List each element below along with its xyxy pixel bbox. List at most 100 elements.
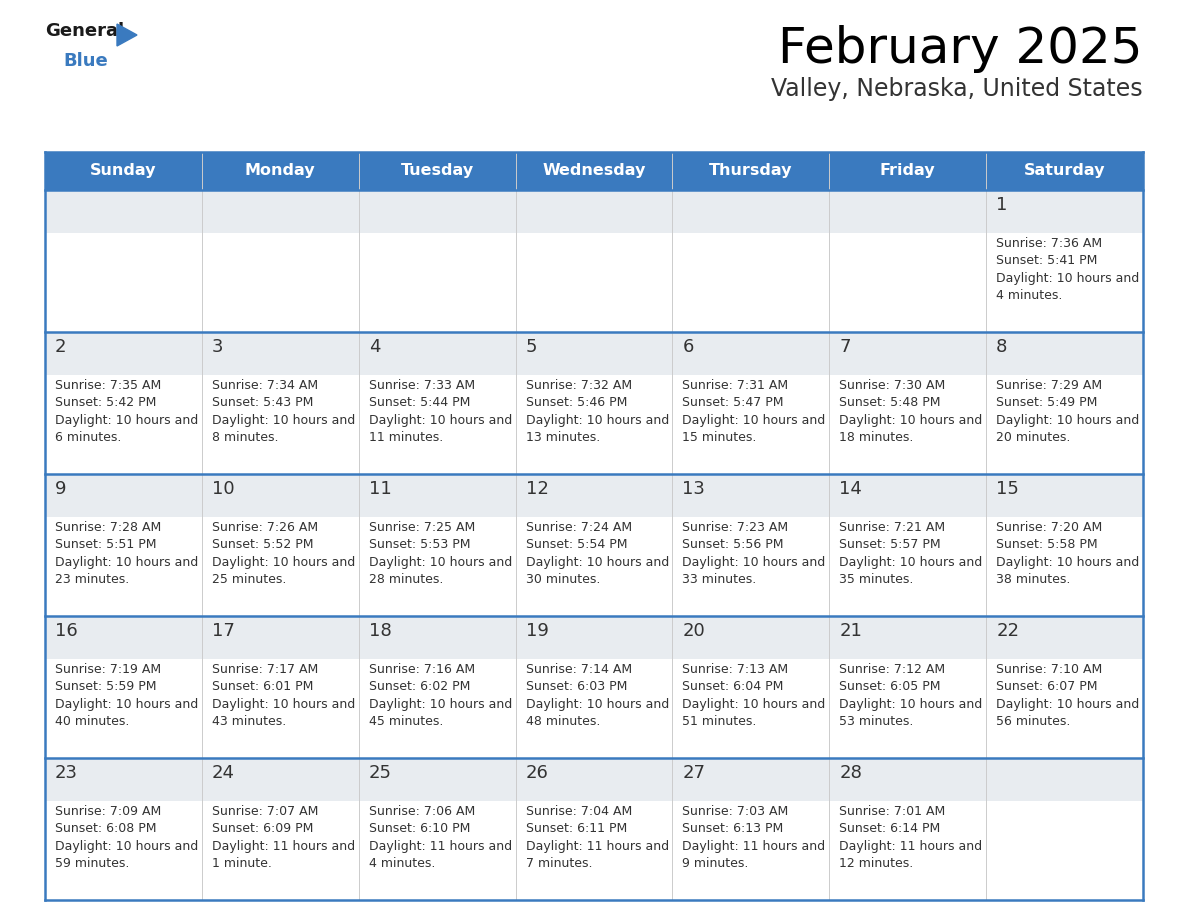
Text: 53 minutes.: 53 minutes. xyxy=(839,715,914,728)
Text: Daylight: 10 hours and: Daylight: 10 hours and xyxy=(839,555,982,568)
Text: Sunrise: 7:23 AM: Sunrise: 7:23 AM xyxy=(682,521,789,533)
Bar xyxy=(45,758,1143,900)
Text: Wednesday: Wednesday xyxy=(542,163,646,178)
Text: Sunset: 6:13 PM: Sunset: 6:13 PM xyxy=(682,823,784,835)
Text: Sunset: 5:42 PM: Sunset: 5:42 PM xyxy=(55,396,157,409)
Text: Daylight: 10 hours and: Daylight: 10 hours and xyxy=(55,555,198,568)
Text: Sunrise: 7:28 AM: Sunrise: 7:28 AM xyxy=(55,521,162,533)
Text: Daylight: 10 hours and: Daylight: 10 hours and xyxy=(682,555,826,568)
Text: 4 minutes.: 4 minutes. xyxy=(368,857,435,870)
Text: Sunset: 5:48 PM: Sunset: 5:48 PM xyxy=(839,396,941,409)
Text: 1 minute.: 1 minute. xyxy=(211,857,272,870)
Text: Daylight: 11 hours and: Daylight: 11 hours and xyxy=(839,840,982,853)
Text: 17: 17 xyxy=(211,622,235,640)
Text: Sunset: 5:49 PM: Sunset: 5:49 PM xyxy=(997,396,1098,409)
Text: Daylight: 10 hours and: Daylight: 10 hours and xyxy=(839,698,982,711)
Text: Sunrise: 7:10 AM: Sunrise: 7:10 AM xyxy=(997,663,1102,676)
Text: Sunset: 5:59 PM: Sunset: 5:59 PM xyxy=(55,680,157,693)
Text: Daylight: 10 hours and: Daylight: 10 hours and xyxy=(682,414,826,427)
Text: 10: 10 xyxy=(211,480,234,498)
Text: Sunset: 6:08 PM: Sunset: 6:08 PM xyxy=(55,823,157,835)
Text: Daylight: 10 hours and: Daylight: 10 hours and xyxy=(55,414,198,427)
Bar xyxy=(45,616,1143,658)
Text: 8 minutes.: 8 minutes. xyxy=(211,431,278,444)
Text: Daylight: 10 hours and: Daylight: 10 hours and xyxy=(525,414,669,427)
Text: Sunrise: 7:01 AM: Sunrise: 7:01 AM xyxy=(839,804,946,818)
Text: 56 minutes.: 56 minutes. xyxy=(997,715,1070,728)
Text: 6: 6 xyxy=(682,338,694,356)
Text: 43 minutes.: 43 minutes. xyxy=(211,715,286,728)
Text: Sunrise: 7:26 AM: Sunrise: 7:26 AM xyxy=(211,521,318,533)
Bar xyxy=(45,474,1143,616)
Text: Tuesday: Tuesday xyxy=(400,163,474,178)
Text: 16: 16 xyxy=(55,622,77,640)
Text: Sunrise: 7:35 AM: Sunrise: 7:35 AM xyxy=(55,378,162,392)
Bar xyxy=(45,616,1143,758)
Text: Sunrise: 7:20 AM: Sunrise: 7:20 AM xyxy=(997,521,1102,533)
Text: 35 minutes.: 35 minutes. xyxy=(839,573,914,586)
Text: 5: 5 xyxy=(525,338,537,356)
Text: Sunset: 5:41 PM: Sunset: 5:41 PM xyxy=(997,254,1098,267)
Bar xyxy=(45,332,1143,375)
Text: February 2025: February 2025 xyxy=(778,25,1143,73)
Text: Sunset: 5:52 PM: Sunset: 5:52 PM xyxy=(211,538,314,551)
Text: Sunrise: 7:24 AM: Sunrise: 7:24 AM xyxy=(525,521,632,533)
Bar xyxy=(45,758,1143,800)
Text: Daylight: 10 hours and: Daylight: 10 hours and xyxy=(525,555,669,568)
Text: 13 minutes.: 13 minutes. xyxy=(525,431,600,444)
Text: 21: 21 xyxy=(839,622,862,640)
Text: Sunrise: 7:36 AM: Sunrise: 7:36 AM xyxy=(997,237,1102,250)
Text: 23: 23 xyxy=(55,764,78,782)
Text: 4 minutes.: 4 minutes. xyxy=(997,289,1062,302)
Text: Daylight: 11 hours and: Daylight: 11 hours and xyxy=(211,840,355,853)
Text: Sunrise: 7:12 AM: Sunrise: 7:12 AM xyxy=(839,663,946,676)
Text: 22: 22 xyxy=(997,622,1019,640)
Text: Sunset: 5:54 PM: Sunset: 5:54 PM xyxy=(525,538,627,551)
Bar xyxy=(45,190,1143,332)
Text: General: General xyxy=(45,22,124,40)
Text: 38 minutes.: 38 minutes. xyxy=(997,573,1070,586)
Text: 59 minutes.: 59 minutes. xyxy=(55,857,129,870)
Text: 9: 9 xyxy=(55,480,67,498)
Text: Sunrise: 7:13 AM: Sunrise: 7:13 AM xyxy=(682,663,789,676)
Text: Sunrise: 7:34 AM: Sunrise: 7:34 AM xyxy=(211,378,318,392)
Text: 48 minutes.: 48 minutes. xyxy=(525,715,600,728)
Text: Daylight: 10 hours and: Daylight: 10 hours and xyxy=(368,414,512,427)
Text: Daylight: 10 hours and: Daylight: 10 hours and xyxy=(839,414,982,427)
Text: 4: 4 xyxy=(368,338,380,356)
Bar xyxy=(45,474,1143,517)
Text: Sunset: 6:01 PM: Sunset: 6:01 PM xyxy=(211,680,314,693)
Text: Daylight: 10 hours and: Daylight: 10 hours and xyxy=(368,698,512,711)
Text: Sunrise: 7:30 AM: Sunrise: 7:30 AM xyxy=(839,378,946,392)
Text: 28 minutes.: 28 minutes. xyxy=(368,573,443,586)
Text: 14: 14 xyxy=(839,480,862,498)
Text: Daylight: 10 hours and: Daylight: 10 hours and xyxy=(368,555,512,568)
Text: 27: 27 xyxy=(682,764,706,782)
Text: Sunrise: 7:03 AM: Sunrise: 7:03 AM xyxy=(682,804,789,818)
Text: 9 minutes.: 9 minutes. xyxy=(682,857,748,870)
Text: 15: 15 xyxy=(997,480,1019,498)
Text: 13: 13 xyxy=(682,480,706,498)
Text: Sunset: 5:43 PM: Sunset: 5:43 PM xyxy=(211,396,314,409)
Text: Sunset: 5:51 PM: Sunset: 5:51 PM xyxy=(55,538,157,551)
Text: Daylight: 11 hours and: Daylight: 11 hours and xyxy=(368,840,512,853)
Text: Sunset: 5:47 PM: Sunset: 5:47 PM xyxy=(682,396,784,409)
Text: Sunset: 6:11 PM: Sunset: 6:11 PM xyxy=(525,823,627,835)
Text: Sunday: Sunday xyxy=(90,163,157,178)
Text: Sunset: 5:57 PM: Sunset: 5:57 PM xyxy=(839,538,941,551)
Text: Daylight: 10 hours and: Daylight: 10 hours and xyxy=(997,272,1139,285)
Text: 7 minutes.: 7 minutes. xyxy=(525,857,592,870)
Text: 2: 2 xyxy=(55,338,67,356)
Text: Daylight: 10 hours and: Daylight: 10 hours and xyxy=(211,698,355,711)
Text: Monday: Monday xyxy=(245,163,316,178)
Text: 11: 11 xyxy=(368,480,392,498)
Text: Sunset: 6:04 PM: Sunset: 6:04 PM xyxy=(682,680,784,693)
Text: Sunset: 6:07 PM: Sunset: 6:07 PM xyxy=(997,680,1098,693)
Text: Daylight: 10 hours and: Daylight: 10 hours and xyxy=(211,555,355,568)
Text: Sunset: 6:03 PM: Sunset: 6:03 PM xyxy=(525,680,627,693)
Text: 1: 1 xyxy=(997,196,1007,214)
Text: Friday: Friday xyxy=(880,163,935,178)
Text: 20 minutes.: 20 minutes. xyxy=(997,431,1070,444)
Text: Daylight: 11 hours and: Daylight: 11 hours and xyxy=(525,840,669,853)
Text: Daylight: 11 hours and: Daylight: 11 hours and xyxy=(682,840,826,853)
